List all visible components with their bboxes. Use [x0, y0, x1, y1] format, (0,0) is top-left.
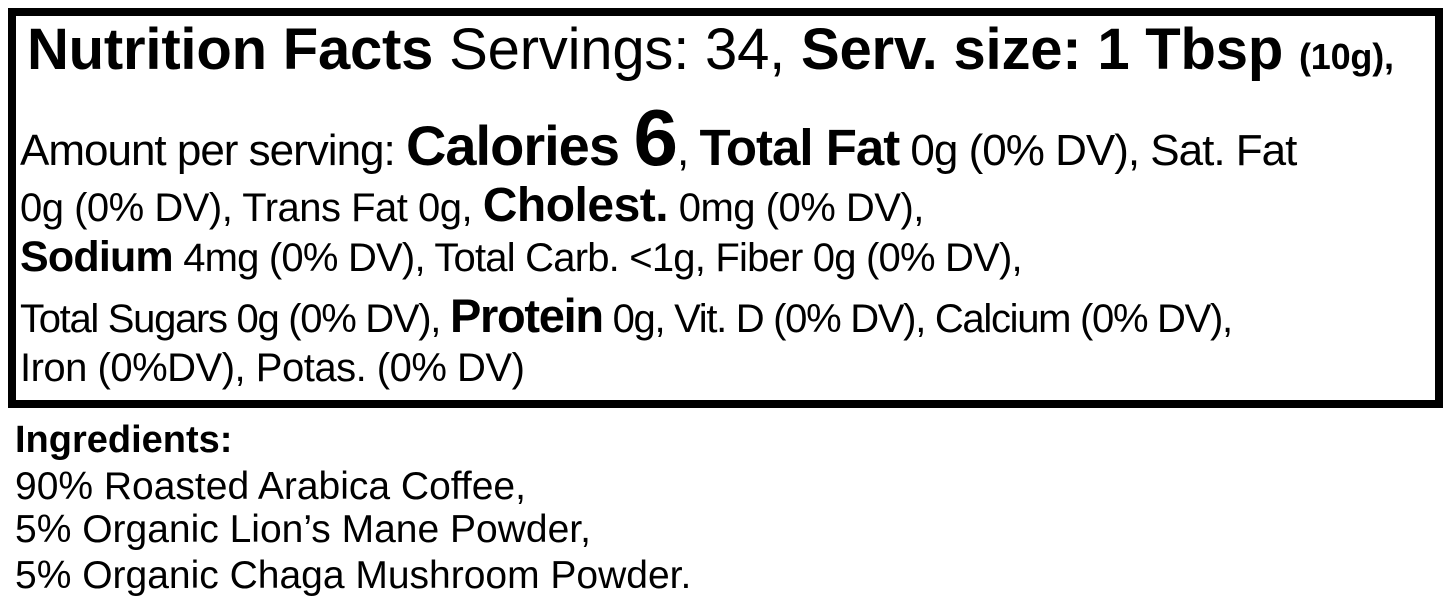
calories-value: 6	[633, 93, 678, 182]
serving-size: Serv. size: 1 Tbsp	[800, 17, 1299, 82]
amount-per-serving-label: Amount per serving:	[20, 126, 406, 175]
sodium-carb-fiber-values: 4mg (0% DV), Total Carb. <1g, Fiber 0g (…	[172, 236, 1022, 280]
separator-comma: ,	[677, 126, 700, 175]
cholesterol-label: Cholest.	[482, 179, 669, 232]
cholesterol-line: 0g (0% DV), Trans Fat 0g, Cholest. 0mg (…	[20, 182, 924, 230]
total-fat-values: 0g (0% DV), Sat. Fat	[899, 126, 1297, 175]
servings-count: Servings: 34,	[433, 17, 801, 82]
nutrition-facts-panel: Nutrition Facts Servings: 34, Serv. size…	[8, 8, 1443, 408]
total-sugars-values: Total Sugars 0g (0% DV),	[20, 297, 450, 341]
calories-label: Calories	[405, 114, 634, 177]
iron-potassium-values: Iron (0%DV), Potas. (0% DV)	[20, 346, 525, 390]
nutrition-facts-title: Nutrition Facts	[27, 17, 434, 82]
sodium-label: Sodium	[20, 233, 174, 281]
ingredient-item: 5% Organic Chaga Mushroom Powder.	[15, 554, 692, 597]
ingredient-item: 90% Roasted Arabica Coffee,	[15, 465, 526, 508]
protein-label: Protein	[449, 289, 604, 342]
satfat-transfat-values: 0g (0% DV), Trans Fat 0g,	[20, 186, 483, 230]
sodium-line: Sodium 4mg (0% DV), Total Carb. <1g, Fib…	[20, 233, 1023, 281]
iron-potassium-line: Iron (0%DV), Potas. (0% DV)	[20, 346, 525, 390]
ingredients-title: Ingredients:	[15, 419, 233, 461]
total-fat-label: Total Fat	[699, 119, 900, 176]
calories-fat-line: Amount per serving: Calories 6, Total Fa…	[20, 98, 1297, 178]
protein-line: Total Sugars 0g (0% DV), Protein 0g, Vit…	[20, 289, 1234, 342]
serving-size-weight: (10g),	[1298, 36, 1394, 77]
header-line: Nutrition Facts Servings: 34, Serv. size…	[27, 21, 1394, 79]
protein-vitamin-values: 0g, Vit. D (0% DV), Calcium (0% DV),	[602, 297, 1234, 341]
ingredient-item: 5% Organic Lion’s Mane Powder,	[15, 508, 591, 551]
cholesterol-values: 0mg (0% DV),	[668, 186, 925, 230]
